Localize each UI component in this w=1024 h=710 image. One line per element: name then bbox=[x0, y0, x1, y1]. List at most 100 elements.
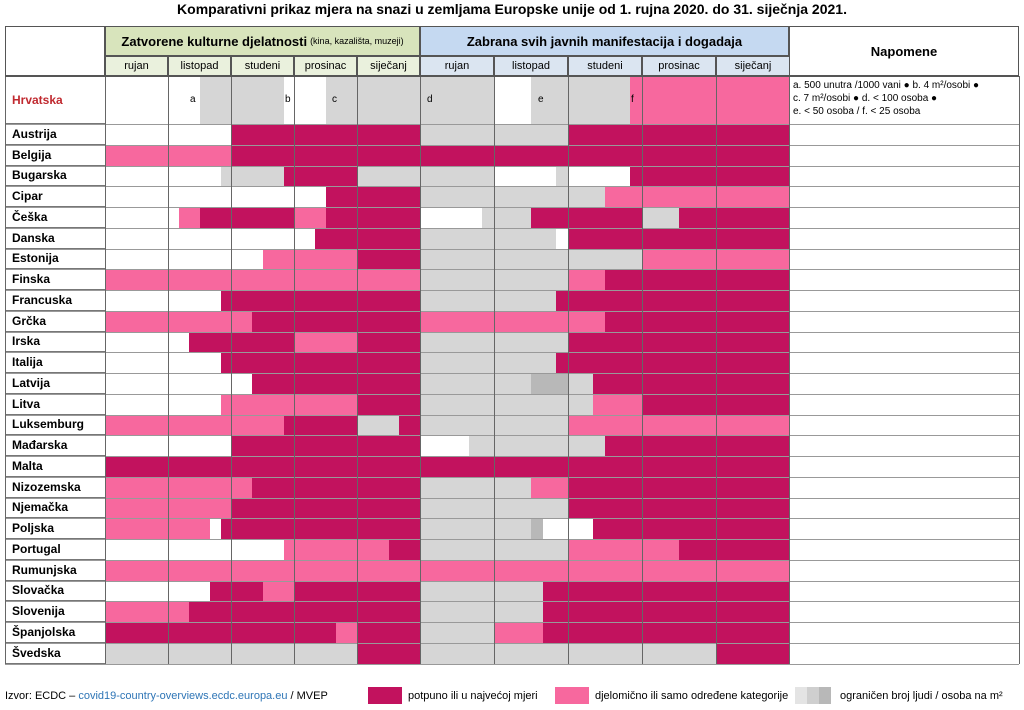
culture-cell bbox=[105, 477, 116, 498]
culture-cell bbox=[357, 125, 368, 145]
events-cell bbox=[420, 187, 433, 207]
events-cell bbox=[494, 602, 507, 622]
culture-cell bbox=[252, 332, 263, 353]
culture-cell bbox=[136, 457, 148, 477]
events-cell bbox=[605, 291, 618, 311]
culture-cell bbox=[157, 166, 169, 187]
events-cell bbox=[432, 415, 446, 436]
events-cell bbox=[716, 291, 729, 311]
culture-cell bbox=[273, 208, 284, 228]
events-cell bbox=[494, 643, 507, 664]
culture-cell bbox=[336, 602, 347, 622]
culture-cell bbox=[367, 270, 379, 290]
events-cell bbox=[592, 415, 606, 436]
culture-cell bbox=[136, 540, 148, 560]
events-cell bbox=[666, 581, 680, 602]
culture-cell bbox=[283, 394, 295, 415]
culture-cell bbox=[126, 623, 137, 643]
culture-cell bbox=[105, 166, 116, 187]
events-cell bbox=[703, 415, 717, 436]
culture-cell bbox=[262, 311, 274, 332]
events-cell bbox=[642, 436, 655, 456]
events-cell bbox=[666, 477, 680, 498]
events-cell bbox=[654, 436, 668, 456]
culture-cell bbox=[241, 560, 253, 581]
events-cell bbox=[617, 477, 631, 498]
row-divider bbox=[5, 435, 1019, 437]
culture-cell bbox=[199, 540, 211, 560]
culture-cell bbox=[262, 291, 274, 311]
source-link[interactable]: covid19-country-overviews.ecdc.europa.eu bbox=[78, 690, 288, 702]
events-cell bbox=[592, 332, 606, 353]
culture-cell bbox=[220, 125, 232, 145]
events-cell bbox=[531, 187, 544, 207]
events-cell bbox=[432, 125, 446, 145]
culture-cell bbox=[231, 581, 242, 602]
culture-cell bbox=[126, 145, 137, 166]
culture-cell bbox=[136, 415, 148, 436]
events-cell bbox=[457, 291, 470, 311]
culture-cell bbox=[409, 415, 421, 436]
events-cell bbox=[617, 374, 631, 394]
culture-cell bbox=[115, 540, 127, 560]
events-cell bbox=[777, 291, 791, 311]
culture-cell bbox=[178, 374, 190, 394]
events-cell bbox=[728, 519, 742, 539]
events-cell bbox=[518, 228, 532, 249]
events-cell bbox=[543, 394, 557, 415]
events-cell bbox=[580, 291, 594, 311]
events-cell bbox=[666, 540, 680, 560]
culture-cell bbox=[199, 332, 211, 353]
events-cell bbox=[666, 125, 680, 145]
culture-cell bbox=[105, 519, 116, 539]
events-cell bbox=[555, 436, 569, 456]
events-cell bbox=[642, 623, 655, 643]
events-cell bbox=[753, 436, 766, 456]
culture-cell bbox=[315, 249, 326, 270]
events-cell bbox=[703, 125, 717, 145]
culture-cell bbox=[252, 77, 263, 124]
events-cell bbox=[753, 477, 766, 498]
events-cell bbox=[703, 208, 717, 228]
events-cell bbox=[753, 166, 766, 187]
events-cell bbox=[679, 581, 692, 602]
culture-cell bbox=[273, 353, 284, 373]
events-cell bbox=[679, 560, 692, 581]
events-cell bbox=[679, 457, 692, 477]
events-cell bbox=[469, 394, 483, 415]
culture-cell bbox=[252, 436, 263, 456]
events-cell bbox=[777, 145, 791, 166]
events-cell bbox=[592, 436, 606, 456]
events-cell bbox=[666, 166, 680, 187]
row-divider bbox=[5, 227, 1019, 229]
culture-cell bbox=[210, 374, 221, 394]
culture-cell bbox=[157, 125, 169, 145]
events-cell bbox=[592, 623, 606, 643]
events-cell bbox=[728, 270, 742, 290]
culture-cell bbox=[346, 581, 358, 602]
events-cell bbox=[531, 394, 544, 415]
events-cell bbox=[506, 623, 520, 643]
culture-cell bbox=[304, 311, 316, 332]
culture-cell bbox=[178, 643, 190, 664]
culture-cell bbox=[147, 228, 158, 249]
culture-cell bbox=[220, 477, 232, 498]
events-cell bbox=[531, 332, 544, 353]
events-cell bbox=[777, 374, 791, 394]
culture-cell bbox=[168, 457, 179, 477]
culture-cell bbox=[294, 457, 305, 477]
culture-cell bbox=[357, 560, 368, 581]
events-cell bbox=[629, 602, 643, 622]
events-cell bbox=[444, 332, 458, 353]
culture-cell bbox=[304, 187, 316, 207]
events-cell bbox=[444, 540, 458, 560]
culture-cell bbox=[336, 498, 347, 519]
events-cell bbox=[691, 228, 705, 249]
events-cell bbox=[444, 602, 458, 622]
culture-cell bbox=[273, 311, 284, 332]
culture-cell bbox=[157, 457, 169, 477]
events-cell bbox=[777, 602, 791, 622]
events-cell bbox=[457, 332, 470, 353]
events-cell bbox=[666, 332, 680, 353]
events-cell bbox=[765, 581, 779, 602]
